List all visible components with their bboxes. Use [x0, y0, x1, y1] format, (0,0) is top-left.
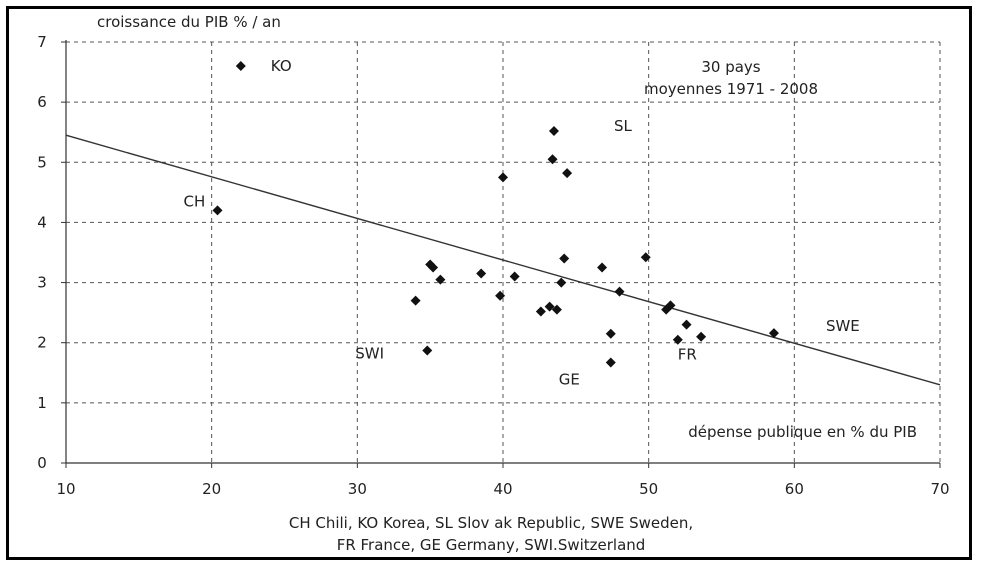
trend-line [65, 134, 941, 386]
y-axis-label: croissance du PIB % / an [97, 13, 281, 31]
data-point-11 [495, 290, 506, 301]
data-point-0 [235, 61, 246, 72]
axes [61, 40, 941, 468]
annotation-line-1: 30 pays [701, 58, 760, 76]
x-tick-label-50: 50 [639, 480, 658, 498]
x-tick-label-30: 30 [348, 480, 367, 498]
legend-footnote: CH Chili, KO Korea, SL Slov ak Republic,… [0, 512, 982, 556]
tick-labels: 10 20 30 40 50 60 70 0 1 2 3 4 5 6 7 [37, 33, 949, 498]
point-label-ge: GE [559, 371, 580, 389]
legend-line-2: FR France, GE Germany, SWI.Switzerland [336, 536, 646, 554]
x-tick-label-10: 10 [56, 480, 75, 498]
data-point-15 [597, 262, 608, 273]
data-point-14 [556, 277, 567, 288]
data-point-16 [640, 252, 651, 263]
point-label-fr: FR [678, 346, 697, 364]
data-point-12 [410, 295, 421, 306]
data-point-17 [614, 286, 625, 297]
point-labels: KO CH SL FR GE SWI SWE [183, 57, 859, 389]
y-tick-label-4: 4 [37, 213, 47, 231]
data-point-3 [547, 154, 558, 165]
data-point-22 [665, 300, 676, 311]
data-point-23 [681, 319, 692, 330]
y-tick-label-6: 6 [37, 93, 47, 111]
data-point-20 [551, 304, 562, 315]
x-tick-label-40: 40 [493, 480, 512, 498]
y-tick-label-3: 3 [37, 274, 47, 292]
data-point-26 [605, 328, 616, 339]
data-point-27 [605, 357, 616, 368]
y-tick-label-5: 5 [37, 153, 47, 171]
y-tick-label-0: 0 [37, 454, 47, 472]
data-point-19 [544, 301, 555, 312]
grid-lines [66, 41, 941, 463]
data-point-25 [672, 334, 683, 345]
x-tick-label-20: 20 [202, 480, 221, 498]
trend-line-group [65, 134, 941, 386]
legend-line-1: CH Chili, KO Korea, SL Slov ak Republic,… [288, 514, 694, 532]
data-point-8 [435, 274, 446, 285]
data-point-7 [428, 262, 439, 273]
data-point-29 [768, 328, 779, 339]
data-point-28 [422, 345, 433, 356]
point-label-ch: CH [183, 192, 205, 210]
data-point-10 [509, 271, 520, 282]
data-point-18 [535, 306, 546, 317]
annotation-line-2: moyennes 1971 - 2008 [644, 80, 818, 98]
point-label-ko: KO [271, 57, 292, 75]
point-label-swi: SWI [355, 345, 384, 363]
data-point-13 [559, 253, 570, 264]
y-tick-label-7: 7 [37, 33, 47, 51]
point-label-swe: SWE [826, 317, 860, 335]
data-point-1 [212, 205, 223, 216]
data-point-5 [498, 172, 508, 183]
data-points [212, 61, 779, 368]
point-label-sl: SL [614, 117, 633, 135]
y-tick-label-1: 1 [37, 394, 47, 412]
data-point-24 [696, 331, 707, 342]
x-axis-label: dépense publique en % du PIB [688, 423, 917, 441]
y-tick-label-2: 2 [37, 334, 47, 352]
x-tick-label-70: 70 [930, 480, 949, 498]
x-tick-label-60: 60 [785, 480, 804, 498]
data-point-9 [476, 268, 487, 279]
data-point-4 [562, 168, 573, 179]
data-point-2 [548, 126, 559, 137]
